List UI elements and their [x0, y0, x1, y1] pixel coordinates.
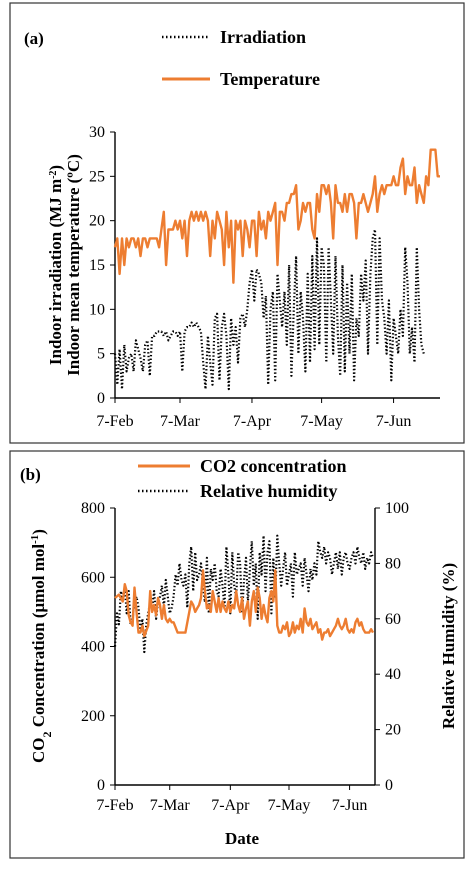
panel-a-series [113, 148, 440, 391]
panel-b-y-tick-label-left: 0 [97, 777, 105, 794]
panel-a-y-tick-label: 10 [89, 301, 105, 318]
panel-a-y-tick-label: 5 [97, 346, 105, 363]
panel-b-series [113, 534, 375, 654]
panel-a-x-tick-label: 7-May [300, 413, 343, 430]
relative-humidity-line [113, 534, 375, 654]
panel-a-axes: 0 5 10 15 20 25 30 7-Feb 7-Mar 7-Apr 7-May 7-Jun [89, 124, 440, 430]
panel-a-ylabel-temperature: Indoor mean temperature (ºC) [64, 154, 83, 376]
panel-b-y-tick-label-right: 0 [385, 777, 393, 794]
panel-a-y-tick-label: 30 [89, 124, 105, 141]
panel-b-ylabel-left-rest: Concentration (μmol mol [29, 544, 48, 732]
panel-a-letter: (a) [24, 29, 44, 48]
panel-a-y-tick-label: 20 [89, 213, 105, 230]
panel-b-x-tick-label: 7-Mar [150, 797, 191, 814]
panel-b-y-tick-label-left: 600 [81, 569, 105, 586]
legend-co2-label: CO2 concentration [200, 456, 346, 476]
panel-b-axes: 0 200 400 600 800 0 20 40 60 80 100 7-Feb 7-Mar 7-Apr… [81, 500, 409, 814]
panel-b-y-tick-label-right: 100 [385, 500, 409, 517]
panel-b-y-tick-label-left: 800 [81, 500, 105, 517]
panel-b-xlabel: Date [225, 829, 259, 848]
temperature-line [113, 148, 440, 284]
panel-b-ylabel-left-co: CO [29, 737, 48, 763]
panel-a-x-tick-label: 7-Feb [96, 413, 133, 430]
irradiation-line [113, 228, 425, 391]
panel-a-y-tick-label: 25 [89, 168, 105, 185]
panel-b-y-tick-label-right: 60 [385, 611, 401, 628]
legend-temperature-label: Temperature [220, 69, 320, 89]
panel-a-x-tick-label: 7-Apr [233, 413, 272, 430]
panel-a-frame [9, 2, 465, 444]
panel-b-y-tick-label-right: 80 [385, 555, 401, 572]
panel-b-y-tick-label-right: 20 [385, 722, 401, 739]
panel-a-x-tick-label: 7-Mar [160, 413, 201, 430]
panel-b-x-tick-label: 7-Apr [211, 797, 250, 814]
panel-b-ylabel-left-sup: -1 [29, 535, 41, 544]
panel-b-x-tick-label: 7-May [268, 797, 311, 814]
panel-a-ylabel-irradiation-main: Indoor irradiation (MJ m [46, 179, 65, 365]
panel-b-y-tick-label-right: 40 [385, 666, 401, 683]
panel-b-ylabel-right: Relative Humidity (%) [439, 563, 458, 729]
panel-a-ylabel-irradiation: Indoor irradiation (MJ m-2) [46, 165, 65, 365]
panel-b-x-tick-label: 7-Jun [332, 797, 368, 814]
panel-b-ylabel-left-sub: 2 [40, 731, 54, 737]
legend-rh-label: Relative humidity [200, 481, 338, 501]
panel-b-y-tick-label-left: 200 [81, 708, 105, 725]
panel-a-y-tick-label: 15 [89, 257, 105, 274]
panel-b-letter: (b) [20, 465, 41, 484]
panel-a-ylabel-irradiation-sup: -2 [48, 171, 59, 179]
panel-a-y-tick-label: 0 [97, 390, 105, 407]
panel-b-frame [9, 450, 465, 859]
panel-b-y-tick-label-left: 400 [81, 639, 105, 656]
panel-b-ylabel-left-end: ) [29, 529, 48, 535]
panel-a-x-tick-label: 7-Jun [376, 413, 412, 430]
panel-a-ylabel-irradiation-end: ) [46, 165, 65, 171]
panel-b-ylabel-left: CO2 Concentration (μmol mol-1) [29, 529, 54, 763]
legend-irradiation-label: Irradiation [220, 27, 306, 47]
co2-line [114, 569, 375, 641]
panel-b-x-tick-label: 7-Feb [96, 797, 133, 814]
